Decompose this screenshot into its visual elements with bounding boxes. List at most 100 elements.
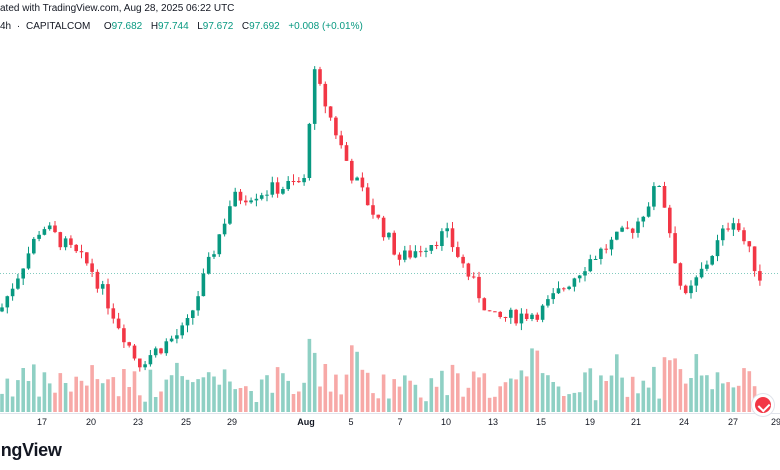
volume-bar xyxy=(609,375,614,412)
candle-body xyxy=(657,186,661,187)
volume-bar xyxy=(524,376,529,412)
volume-bar xyxy=(42,372,47,412)
candle-body xyxy=(498,311,502,317)
candle-body xyxy=(736,223,741,231)
volume-bar xyxy=(721,383,725,412)
volume-bar xyxy=(588,368,593,412)
candle-body xyxy=(365,187,370,206)
candle-body xyxy=(339,135,343,146)
candle-body xyxy=(265,194,269,196)
x-tick-label: 24 xyxy=(679,417,689,427)
candle-body xyxy=(424,250,428,252)
candle-body xyxy=(201,273,206,297)
tradingview-wordmark: ingView xyxy=(0,440,62,461)
candle-body xyxy=(731,223,736,230)
open-value: 97.682 xyxy=(111,21,143,32)
publish-info: ated with TradingView.com, Aug 28, 2025 … xyxy=(0,3,234,14)
volume-bar xyxy=(540,373,545,412)
candle-body xyxy=(668,207,672,234)
volume-bar xyxy=(630,376,635,412)
volume-bar xyxy=(689,378,693,412)
change-value: +0.008 (+0.01%) xyxy=(288,21,363,32)
high-label: H xyxy=(150,21,159,32)
candle-body xyxy=(715,240,720,257)
volume-bar xyxy=(397,386,402,412)
candle-body xyxy=(217,234,222,255)
volume-bar xyxy=(5,378,10,412)
volume-bar xyxy=(652,366,656,412)
candle-body xyxy=(328,106,333,118)
volume-bar xyxy=(456,373,460,412)
candle-body xyxy=(376,214,381,218)
candle-body xyxy=(662,186,667,208)
candle-body xyxy=(95,271,100,289)
volume-bar xyxy=(355,351,359,412)
candle-body xyxy=(159,348,163,354)
candle-body xyxy=(710,256,714,265)
volume-bar xyxy=(334,374,338,412)
candle-body xyxy=(758,271,762,281)
volume-bar xyxy=(673,358,677,412)
candle-body xyxy=(69,238,73,245)
candle-body xyxy=(16,278,20,289)
candle-body xyxy=(47,225,52,230)
volume-bar xyxy=(403,375,407,412)
volume-bar xyxy=(127,387,131,412)
symbol-legend: 4h · CAPITALCOM O97.682 H97.744 L97.672 … xyxy=(0,21,363,32)
volume-bar xyxy=(392,379,396,412)
volume-bar xyxy=(350,345,354,412)
candle-body xyxy=(546,299,550,306)
candle-body xyxy=(434,245,439,246)
candle-body xyxy=(445,228,449,232)
volume-bar xyxy=(281,373,285,412)
volume-bar xyxy=(567,394,571,412)
candle-body xyxy=(742,230,746,242)
candle-body xyxy=(699,268,704,278)
candle-body xyxy=(705,264,709,269)
candle-body xyxy=(90,263,94,272)
volume-bar xyxy=(244,386,248,412)
volume-bar xyxy=(212,376,216,412)
candle-body xyxy=(678,263,683,286)
volume-bar xyxy=(100,383,105,412)
candle-body xyxy=(0,307,4,312)
volume-bar xyxy=(440,370,444,412)
high-value: 97.744 xyxy=(158,21,189,32)
volume-bar xyxy=(535,350,540,412)
candle-body xyxy=(392,232,396,255)
volume-bar xyxy=(0,393,4,412)
candle-body xyxy=(291,181,296,182)
volume-bar xyxy=(599,375,603,412)
candle-body xyxy=(138,358,142,368)
candle-body xyxy=(206,256,211,274)
candle-body xyxy=(514,309,518,324)
volume-bar xyxy=(302,382,306,412)
candle-body xyxy=(111,308,116,319)
candle-body xyxy=(694,277,699,286)
candle-body xyxy=(593,259,598,260)
candle-body xyxy=(191,310,195,318)
volume-bar xyxy=(265,375,269,412)
volume-bar xyxy=(371,393,375,412)
candle-body xyxy=(588,259,593,272)
candle-body xyxy=(599,248,603,259)
candle-body xyxy=(371,205,375,215)
volume-bar xyxy=(21,368,25,412)
volume-bar xyxy=(159,391,163,412)
volume-bar xyxy=(646,387,651,412)
candle-body xyxy=(228,206,232,224)
volume-bar xyxy=(74,376,78,412)
volume-bar xyxy=(16,380,20,412)
tv-logo-badge[interactable] xyxy=(752,394,774,416)
candle-body xyxy=(615,231,619,240)
candle-body xyxy=(180,325,184,336)
candle-body xyxy=(302,178,306,183)
volume-bar xyxy=(620,377,624,412)
candle-body xyxy=(42,229,47,235)
candle-body xyxy=(244,200,248,203)
candle-body xyxy=(26,253,31,269)
candle-body xyxy=(106,284,110,309)
volume-bar xyxy=(556,386,561,412)
candle-body xyxy=(196,296,200,311)
